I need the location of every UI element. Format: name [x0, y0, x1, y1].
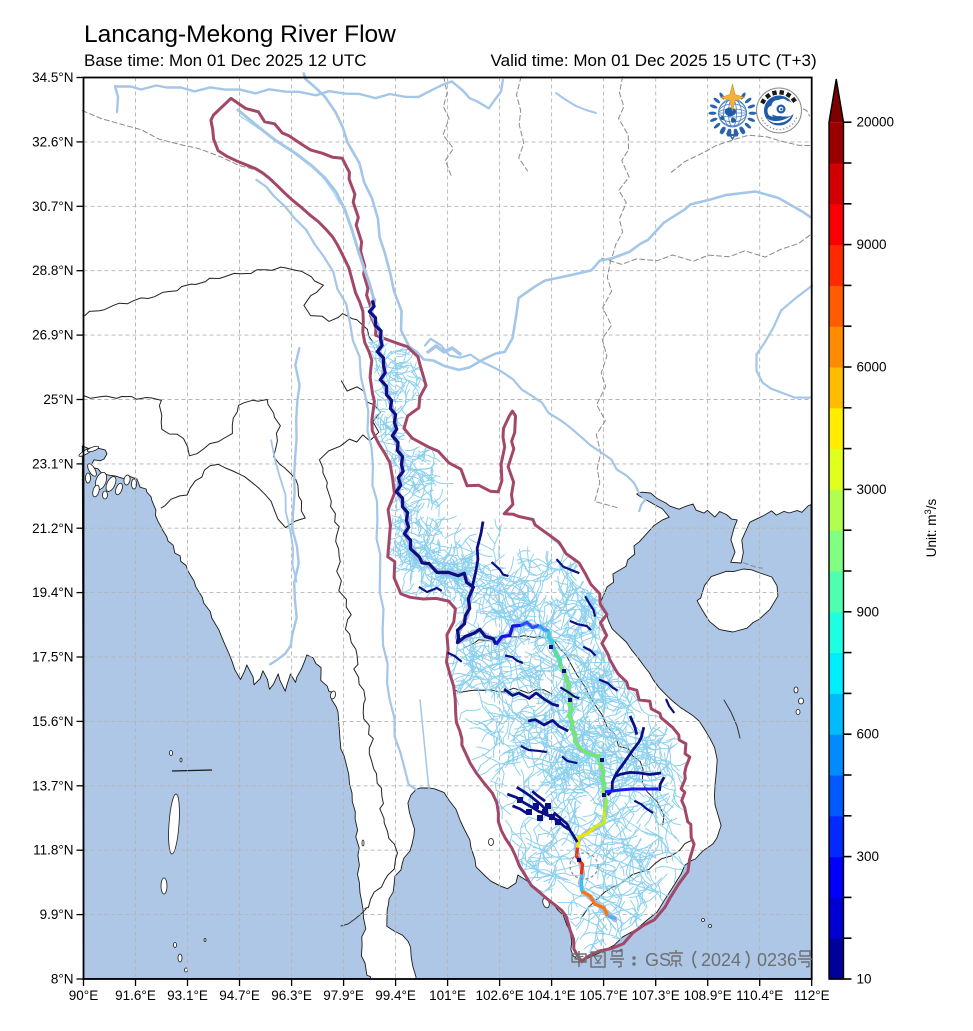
svg-text:102.6°E: 102.6°E [476, 988, 524, 1003]
svg-text:97.9°E: 97.9°E [323, 988, 364, 1003]
svg-text:21.2°N: 21.2°N [32, 521, 73, 536]
svg-text:93.1°E: 93.1°E [167, 988, 208, 1003]
svg-text:101°E: 101°E [429, 988, 466, 1003]
svg-text:17.5°N: 17.5°N [32, 650, 73, 665]
svg-text:Valid time: Mon 01 Dec 2025 15: Valid time: Mon 01 Dec 2025 15 UTC (T+3) [491, 51, 817, 70]
svg-text:108.9°E: 108.9°E [684, 988, 732, 1003]
svg-text:34.5°N: 34.5°N [32, 70, 73, 85]
svg-text:104.1°E: 104.1°E [528, 988, 576, 1003]
svg-text:900: 900 [857, 604, 880, 619]
svg-text:107.3°E: 107.3°E [632, 988, 680, 1003]
svg-text:0236: 0236 [757, 950, 797, 970]
svg-text:110.4°E: 110.4°E [736, 988, 783, 1003]
svg-text:30.7°N: 30.7°N [32, 199, 73, 214]
svg-text:90°E: 90°E [69, 988, 98, 1003]
svg-text:32.6°N: 32.6°N [32, 134, 73, 149]
svg-text:25°N: 25°N [43, 392, 73, 407]
svg-text:105.7°E: 105.7°E [580, 988, 628, 1003]
svg-text:20000: 20000 [857, 115, 895, 130]
svg-text:8°N: 8°N [51, 972, 74, 987]
svg-text:600: 600 [857, 727, 880, 742]
svg-text:9000: 9000 [857, 237, 887, 252]
svg-text:99.4°E: 99.4°E [375, 988, 416, 1003]
svg-text:11.8°N: 11.8°N [33, 843, 73, 858]
svg-text:112°E: 112°E [794, 988, 830, 1003]
svg-text:Unit: m3/s: Unit: m3/s [923, 498, 939, 557]
svg-text:13.7°N: 13.7°N [32, 778, 73, 793]
svg-text:10: 10 [857, 972, 872, 987]
svg-text:GS: GS [645, 950, 671, 970]
svg-text:15.6°N: 15.6°N [32, 714, 73, 729]
svg-text:Base time: Mon 01 Dec 2025 12: Base time: Mon 01 Dec 2025 12 UTC [84, 51, 367, 70]
svg-text:19.4°N: 19.4°N [32, 585, 73, 600]
svg-text:28.8°N: 28.8°N [32, 263, 73, 278]
svg-text:96.3°E: 96.3°E [271, 988, 312, 1003]
svg-text:9.9°N: 9.9°N [40, 907, 74, 922]
svg-text:300: 300 [857, 849, 880, 864]
svg-text:2024: 2024 [701, 950, 741, 970]
svg-text:23.1°N: 23.1°N [32, 456, 73, 471]
svg-text:94.7°E: 94.7°E [219, 988, 260, 1003]
svg-text:6000: 6000 [857, 360, 887, 375]
svg-text:Lancang-Mekong River Flow: Lancang-Mekong River Flow [84, 21, 396, 48]
svg-text:26.9°N: 26.9°N [32, 328, 73, 343]
svg-text:3000: 3000 [857, 482, 887, 497]
svg-text:91.6°E: 91.6°E [115, 988, 156, 1003]
